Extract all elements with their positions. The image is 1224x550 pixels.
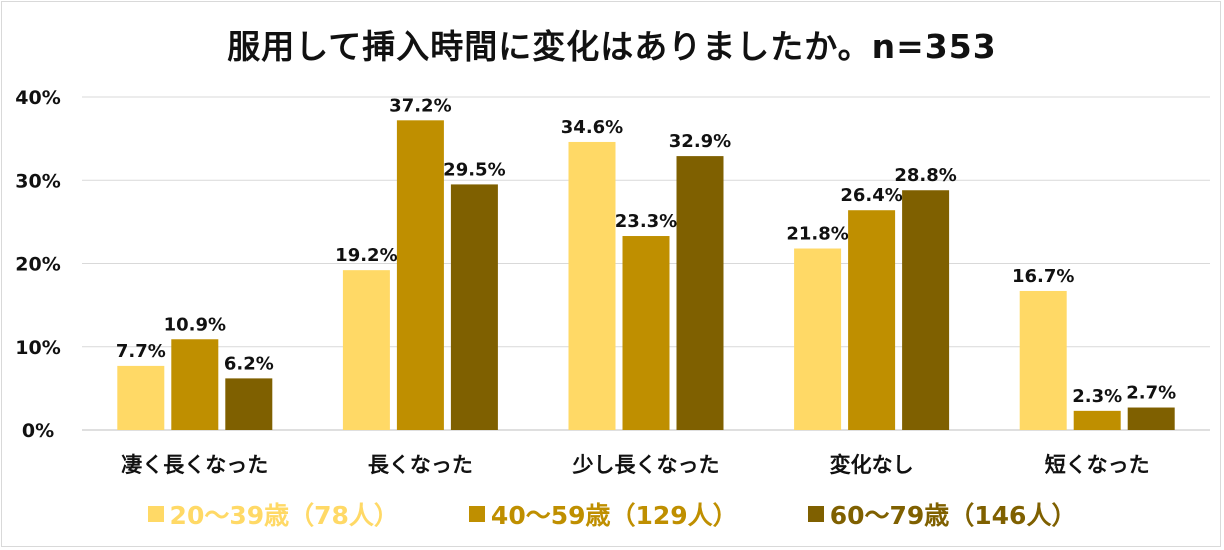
legend-swatch: [807, 506, 824, 522]
bar: [171, 339, 219, 430]
bar: [568, 141, 616, 430]
data-label: 19.2%: [335, 245, 397, 266]
bar: [1019, 290, 1067, 430]
bar: [794, 248, 842, 430]
data-label: 6.2%: [224, 353, 274, 374]
legend-label: 40～59歳（129人）: [490, 501, 738, 530]
y-tick-label: 20%: [15, 254, 60, 276]
bar: [848, 210, 896, 430]
data-label: 2.7%: [1126, 383, 1176, 404]
bar: [1127, 407, 1175, 430]
data-label: 2.3%: [1072, 386, 1122, 407]
data-label: 16.7%: [1012, 266, 1074, 287]
data-label: 32.9%: [669, 131, 731, 152]
data-label: 37.2%: [389, 95, 451, 116]
legend-label: 60～79歳（146人）: [829, 501, 1077, 530]
y-tick-label: 0%: [22, 420, 54, 442]
bar: [342, 270, 390, 430]
legend-swatch: [147, 506, 164, 522]
chart-title: 服用して挿入時間に変化はありましたか。n=353: [227, 27, 997, 66]
data-label: 10.9%: [164, 314, 226, 335]
data-label: 23.3%: [615, 211, 677, 232]
bar: [450, 184, 498, 430]
legend: 20～39歳（78人） 40～59歳（129人） 60～79歳（146人）: [0, 492, 1224, 536]
bar: [902, 190, 950, 430]
data-label: 21.8%: [786, 224, 848, 245]
bar: [117, 365, 165, 430]
legend-item-20-39: 20～39歳（78人）: [147, 496, 399, 532]
bar: [225, 378, 273, 430]
legend-label: 20～39歳（78人）: [169, 501, 399, 530]
bar: [676, 156, 724, 431]
data-label: 28.8%: [894, 165, 956, 186]
y-tick-label: 30%: [15, 170, 60, 192]
bar: [622, 236, 670, 430]
data-label: 34.6%: [561, 117, 623, 138]
legend-item-60-79: 60～79歳（146人）: [807, 496, 1077, 532]
x-tick-label: 長くなった: [368, 453, 473, 477]
bar: [1073, 410, 1121, 430]
y-tick-label: 10%: [15, 337, 60, 359]
x-tick-label: 少し長くなった: [572, 453, 720, 477]
data-label: 29.5%: [443, 159, 505, 180]
x-tick-label: 変化なし: [830, 453, 914, 477]
x-tick-label: 短くなった: [1045, 453, 1150, 477]
y-tick-label: 40%: [15, 87, 60, 109]
x-tick-label: 凄く長くなった: [121, 453, 268, 477]
bar: [396, 120, 444, 430]
legend-item-40-59: 40～59歳（129人）: [468, 496, 738, 532]
data-label: 7.7%: [116, 341, 166, 362]
data-label: 26.4%: [840, 185, 902, 206]
legend-swatch: [468, 506, 485, 522]
